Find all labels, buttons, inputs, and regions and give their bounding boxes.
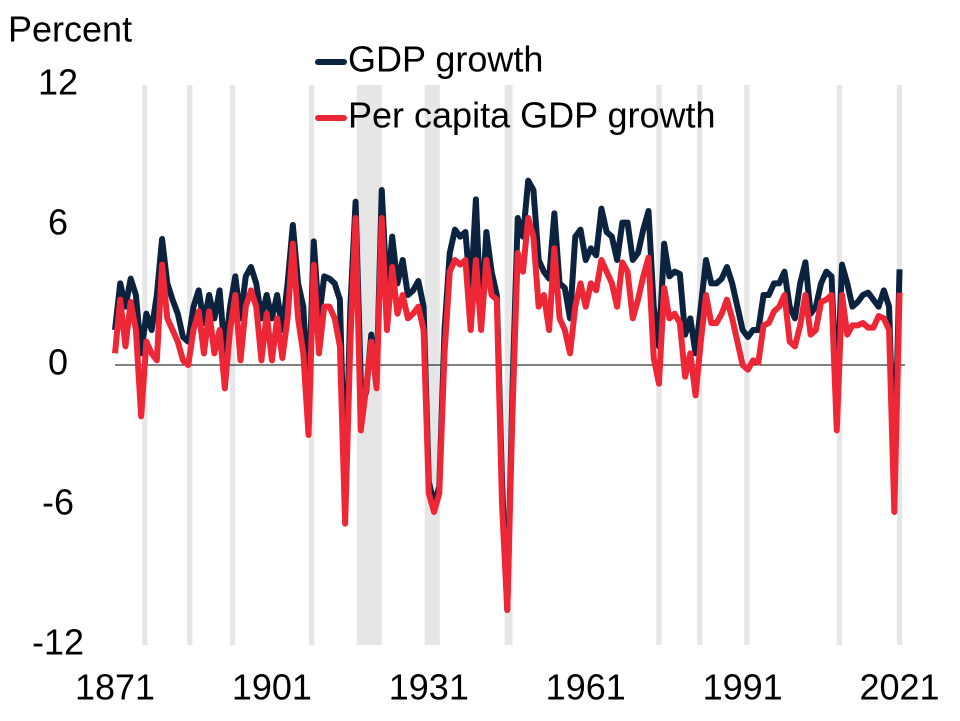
legend-label: GDP growth: [348, 39, 543, 80]
x-tick-label: 1991: [703, 667, 783, 708]
y-tick-label: -12: [32, 622, 84, 663]
x-tick-label: 1871: [75, 667, 155, 708]
x-tick-label: 1961: [546, 667, 626, 708]
y-tick-label: -6: [42, 482, 74, 523]
line-series: [112, 215, 903, 613]
x-tick-label: 2021: [859, 667, 939, 708]
y-tick-label: 0: [48, 342, 68, 383]
y-tick-label: 6: [48, 202, 68, 243]
x-tick-label: 1931: [389, 667, 469, 708]
x-tick-label: 1901: [232, 667, 312, 708]
y-axis-label: Percent: [8, 9, 132, 50]
legend-label: Per capita GDP growth: [348, 95, 716, 136]
y-tick-label: 12: [38, 62, 78, 103]
